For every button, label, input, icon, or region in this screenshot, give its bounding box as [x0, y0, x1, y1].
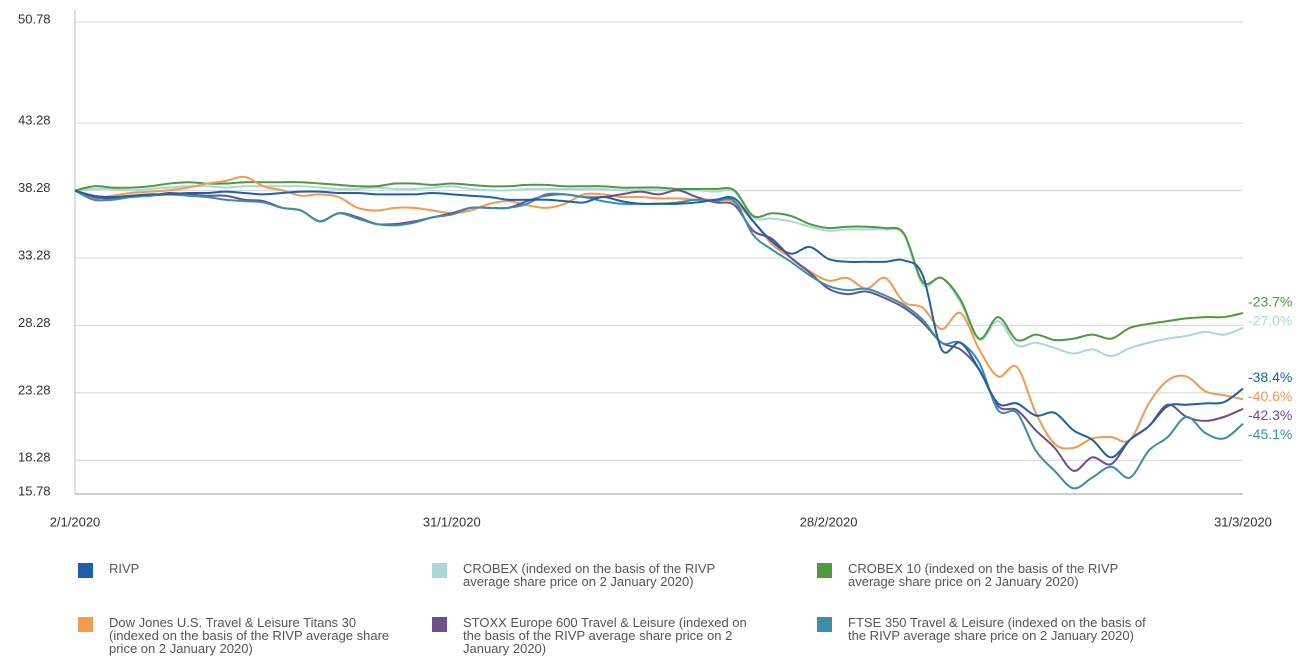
end-label: -23.7%	[1248, 294, 1292, 310]
y-tick-label: 18.28	[18, 450, 51, 465]
legend-item: CROBEX (indexed on the basis of the RIVP…	[432, 562, 772, 588]
legend-label: STOXX Europe 600 Travel & Leisure (index…	[463, 615, 747, 656]
legend-swatch	[817, 563, 832, 578]
end-label: -40.6%	[1248, 388, 1292, 404]
series-line	[74, 181, 1244, 342]
legend-item: RIVP	[78, 562, 418, 578]
series-line	[74, 189, 1244, 459]
y-tick-label: 28.28	[18, 315, 51, 330]
legend-item: Dow Jones U.S. Travel & Leisure Titans 3…	[78, 616, 418, 655]
legend-swatch	[432, 617, 447, 632]
chart: 15.78 18.28 23.28 28.28 33.28 38.28 43.28 50.78…	[18, 10, 1292, 529]
end-label: -38.4%	[1248, 369, 1292, 385]
y-tick-label: 15.78	[18, 483, 51, 498]
x-tick-label: 31/1/2020	[423, 514, 481, 529]
legend-swatch	[432, 563, 447, 578]
legend-swatch	[817, 617, 832, 632]
y-tick-label: 33.28	[18, 247, 51, 262]
series-line	[74, 185, 1244, 358]
legend-label: FTSE 350 Travel & Leisure (indexed on th…	[848, 615, 1146, 643]
legend-label: RIVP	[109, 561, 140, 576]
end-label: -42.3%	[1248, 407, 1292, 423]
legend-item: FTSE 350 Travel & Leisure (indexed on th…	[817, 616, 1157, 642]
y-tick-label: 23.28	[18, 382, 51, 397]
y-tick-label: 50.78	[18, 11, 51, 26]
x-tick-label: 28/2/2020	[800, 514, 858, 529]
legend-label: Dow Jones U.S. Travel & Leisure Titans 3…	[109, 615, 390, 656]
legend-item: STOXX Europe 600 Travel & Leisure (index…	[432, 616, 772, 655]
series-line	[74, 189, 1244, 472]
end-label: -27.0%	[1248, 313, 1292, 329]
y-tick-label: 38.28	[18, 180, 51, 195]
legend-swatch	[78, 617, 93, 632]
legend-label: CROBEX 10 (indexed on the basis of the R…	[848, 561, 1119, 589]
legend-label: CROBEX (indexed on the basis of the RIVP…	[463, 561, 715, 589]
legend-item: CROBEX 10 (indexed on the basis of the R…	[817, 562, 1157, 588]
legend-swatch	[78, 563, 93, 578]
series-line	[74, 175, 1244, 450]
y-tick-label: 43.28	[18, 113, 51, 128]
x-tick-label: 31/3/2020	[1214, 514, 1272, 529]
x-tick-label: 2/1/2020	[50, 514, 101, 529]
end-label: -45.1%	[1248, 426, 1292, 442]
